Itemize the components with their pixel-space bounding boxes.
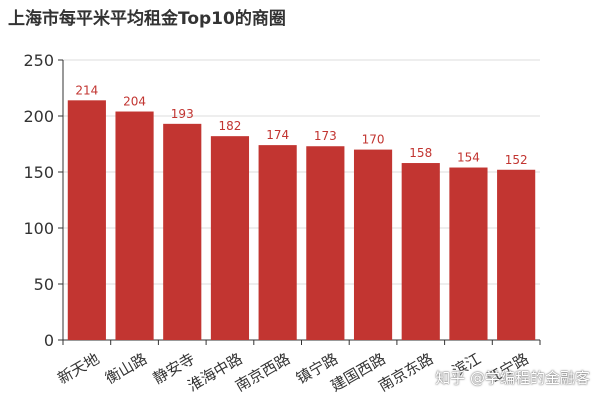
bar-value-label: 173 xyxy=(314,129,337,143)
bar-value-label: 174 xyxy=(266,128,289,142)
bar xyxy=(353,149,393,340)
bar xyxy=(401,163,440,340)
bar-value-label: 152 xyxy=(505,153,528,167)
y-tick-label: 200 xyxy=(23,107,54,126)
bar-value-label: 214 xyxy=(75,83,98,97)
bar-value-label: 193 xyxy=(171,107,194,121)
x-tick-label: 南京西路 xyxy=(232,350,293,396)
bar xyxy=(449,167,488,340)
y-tick-label: 100 xyxy=(23,219,54,238)
bar xyxy=(115,111,154,341)
x-tick-label: 南京东路 xyxy=(375,350,436,396)
y-tick-label: 250 xyxy=(23,51,54,70)
bars xyxy=(67,100,536,341)
bar-value-label: 158 xyxy=(409,146,432,160)
bar xyxy=(210,136,250,340)
chart-title: 上海市每平米平均租金Top10的商圈 xyxy=(8,9,286,29)
bar xyxy=(258,145,297,340)
bar xyxy=(497,169,536,340)
y-tick-labels: 0 50 100 150 200 250 xyxy=(23,51,54,350)
data-labels: 214 204 193 182 174 173 170 158 154 152 xyxy=(75,83,527,166)
bar xyxy=(163,123,202,340)
x-tick-label: 衡山路 xyxy=(102,350,150,388)
y-tick-label: 0 xyxy=(44,331,54,350)
watermark: 知乎 @学编程的金融客 xyxy=(435,369,590,387)
bar-value-label: 170 xyxy=(362,133,385,147)
bar xyxy=(306,146,345,340)
bar-value-label: 182 xyxy=(218,119,241,133)
bar-value-label: 154 xyxy=(457,151,480,165)
bar xyxy=(67,100,106,340)
y-tick-label: 50 xyxy=(34,275,54,294)
x-tick-label: 新天地 xyxy=(54,350,102,388)
y-tick-label: 150 xyxy=(23,163,54,182)
bar-value-label: 204 xyxy=(123,95,146,109)
